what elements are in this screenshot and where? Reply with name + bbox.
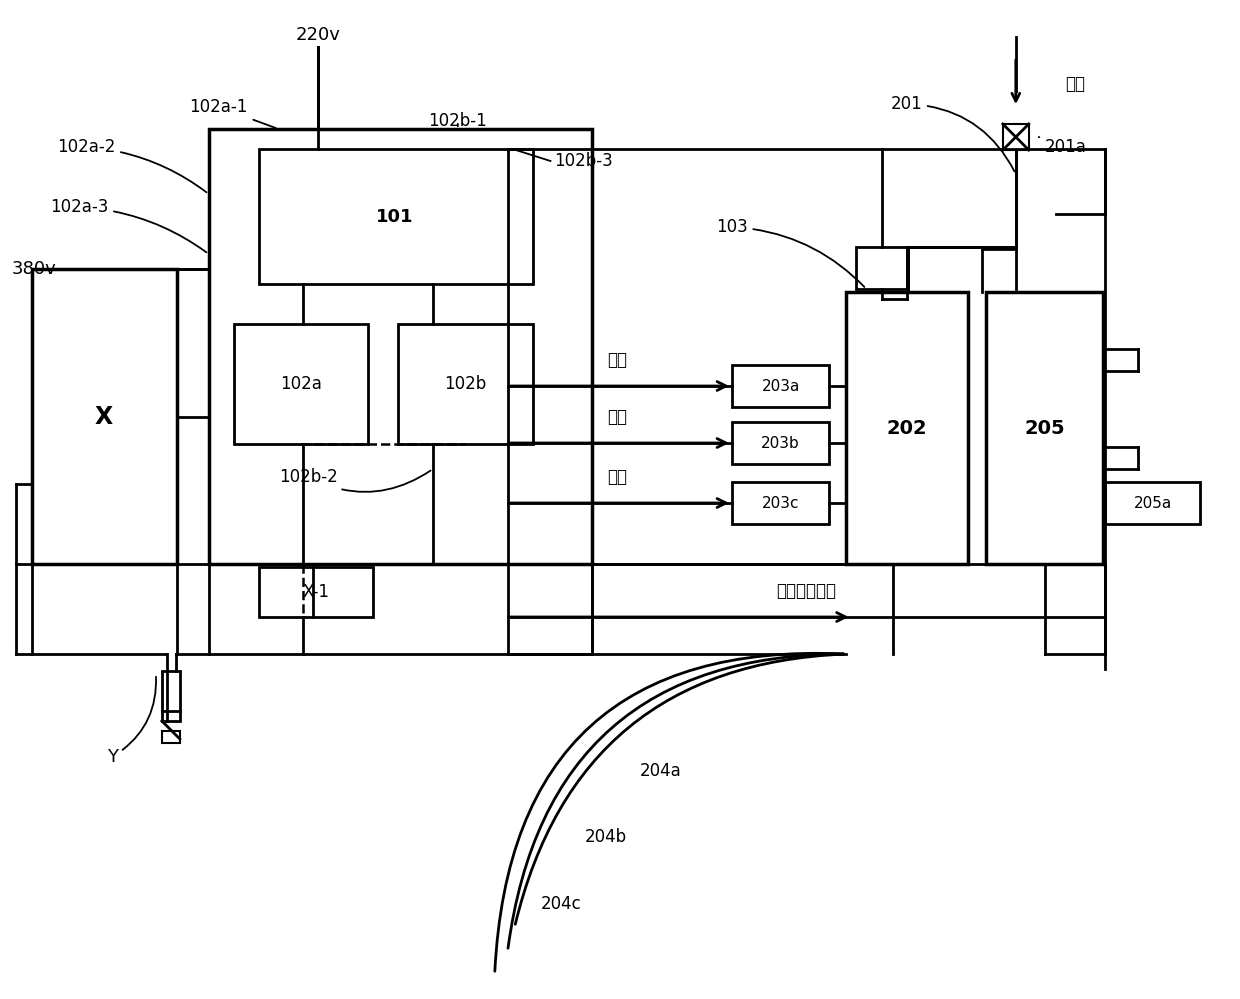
Text: 102a-3: 102a-3 [50, 198, 207, 253]
Bar [162, 671, 180, 721]
Text: 进气: 进气 [608, 351, 627, 369]
Text: 管内充保护气: 管内充保护气 [776, 582, 837, 600]
Text: 进气: 进气 [608, 468, 627, 486]
Bar [986, 292, 1104, 564]
Text: 204a: 204a [640, 762, 682, 780]
Text: 202: 202 [887, 419, 928, 438]
Bar [732, 482, 830, 524]
Text: 204c: 204c [541, 895, 582, 913]
Bar [1106, 482, 1200, 524]
Text: 201: 201 [890, 95, 1014, 172]
Text: 102b-1: 102b-1 [429, 112, 487, 130]
Text: 203c: 203c [761, 496, 800, 510]
Text: 102b: 102b [444, 375, 486, 393]
Text: 102a-2: 102a-2 [57, 138, 207, 193]
Text: 102b-3: 102b-3 [554, 152, 614, 170]
Bar [857, 247, 908, 289]
Bar [732, 422, 830, 464]
Text: 进气: 进气 [608, 408, 627, 426]
Text: 102a-1: 102a-1 [190, 98, 275, 128]
Bar [162, 731, 180, 743]
Bar [258, 567, 373, 617]
Text: 205a: 205a [1133, 496, 1172, 510]
Text: 进气: 进气 [1065, 75, 1086, 93]
Text: Y: Y [107, 676, 156, 766]
Text: X-1: X-1 [303, 583, 330, 601]
Text: 102a: 102a [280, 375, 322, 393]
Text: X: X [95, 405, 113, 429]
Text: 205: 205 [1024, 419, 1065, 438]
Text: 380v: 380v [11, 260, 56, 278]
Bar [847, 292, 968, 564]
Text: 204b: 204b [584, 828, 626, 846]
Text: 201a: 201a [1039, 137, 1086, 156]
Text: 103: 103 [715, 218, 864, 287]
Bar [233, 324, 368, 444]
Bar [32, 269, 177, 564]
Bar [208, 129, 593, 564]
Text: 220v: 220v [296, 26, 341, 44]
Text: 203a: 203a [761, 379, 800, 394]
Bar [398, 324, 532, 444]
Bar [732, 365, 830, 407]
Bar [1003, 124, 1029, 150]
Bar [258, 149, 532, 284]
Text: 203b: 203b [761, 436, 800, 451]
Text: 101: 101 [376, 208, 414, 226]
Text: 102b-2: 102b-2 [279, 468, 430, 492]
